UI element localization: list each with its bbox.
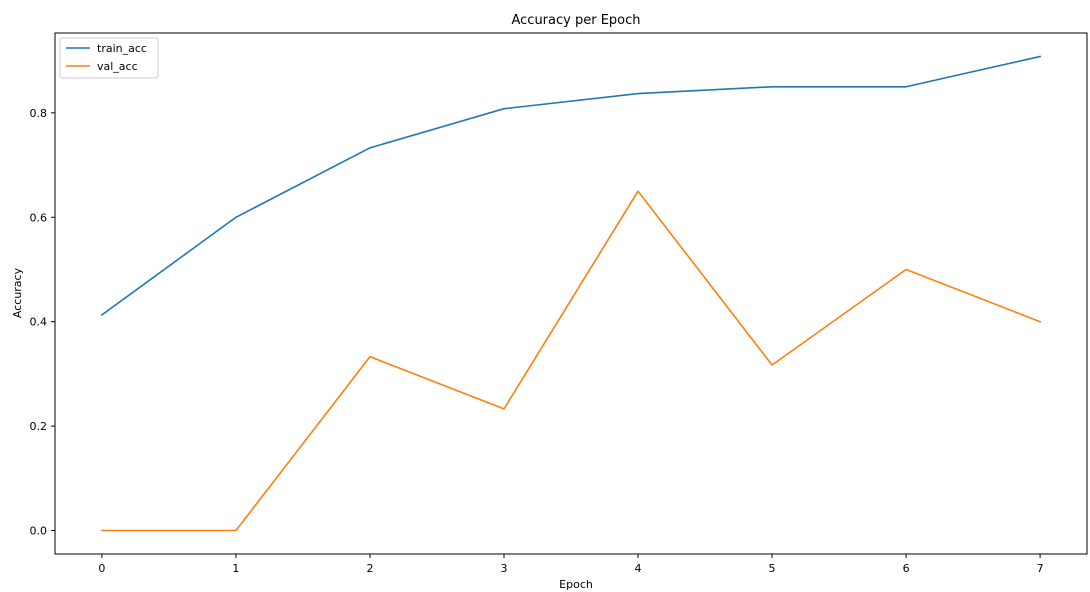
x-tick-label: 1 [232,562,239,575]
x-tick-label: 0 [98,562,105,575]
series-line-train-acc [100,55,1042,317]
legend: train_acc val_acc [59,37,159,79]
plot-frame [54,32,1088,555]
y-tick-label: 0.6 [30,211,48,224]
x-tick-label: 4 [635,562,642,575]
y-tick-label: 0.8 [30,107,48,120]
chart-title: Accuracy per Epoch [511,13,640,28]
legend-label-train-acc: train_acc [97,42,147,55]
plot-area [100,55,1042,532]
y-tick-label: 0.4 [30,316,48,329]
y-tick-label: 0.0 [30,525,48,538]
x-tick-label: 7 [1037,562,1044,575]
series-line-val-acc [101,190,1042,532]
x-tick-label: 5 [769,562,776,575]
x-tick-label: 2 [366,562,373,575]
y-axis-label: Accuracy [11,267,24,318]
x-tick-label: 3 [500,562,507,575]
y-axis: 0.0 0.2 0.4 0.6 0.8 [30,107,55,538]
y-tick-label: 0.2 [30,420,48,433]
x-axis: 0 1 2 3 4 5 6 7 [98,554,1044,575]
x-tick-label: 6 [903,562,910,575]
x-axis-label: Epoch [559,578,593,591]
legend-label-val-acc: val_acc [97,60,138,73]
